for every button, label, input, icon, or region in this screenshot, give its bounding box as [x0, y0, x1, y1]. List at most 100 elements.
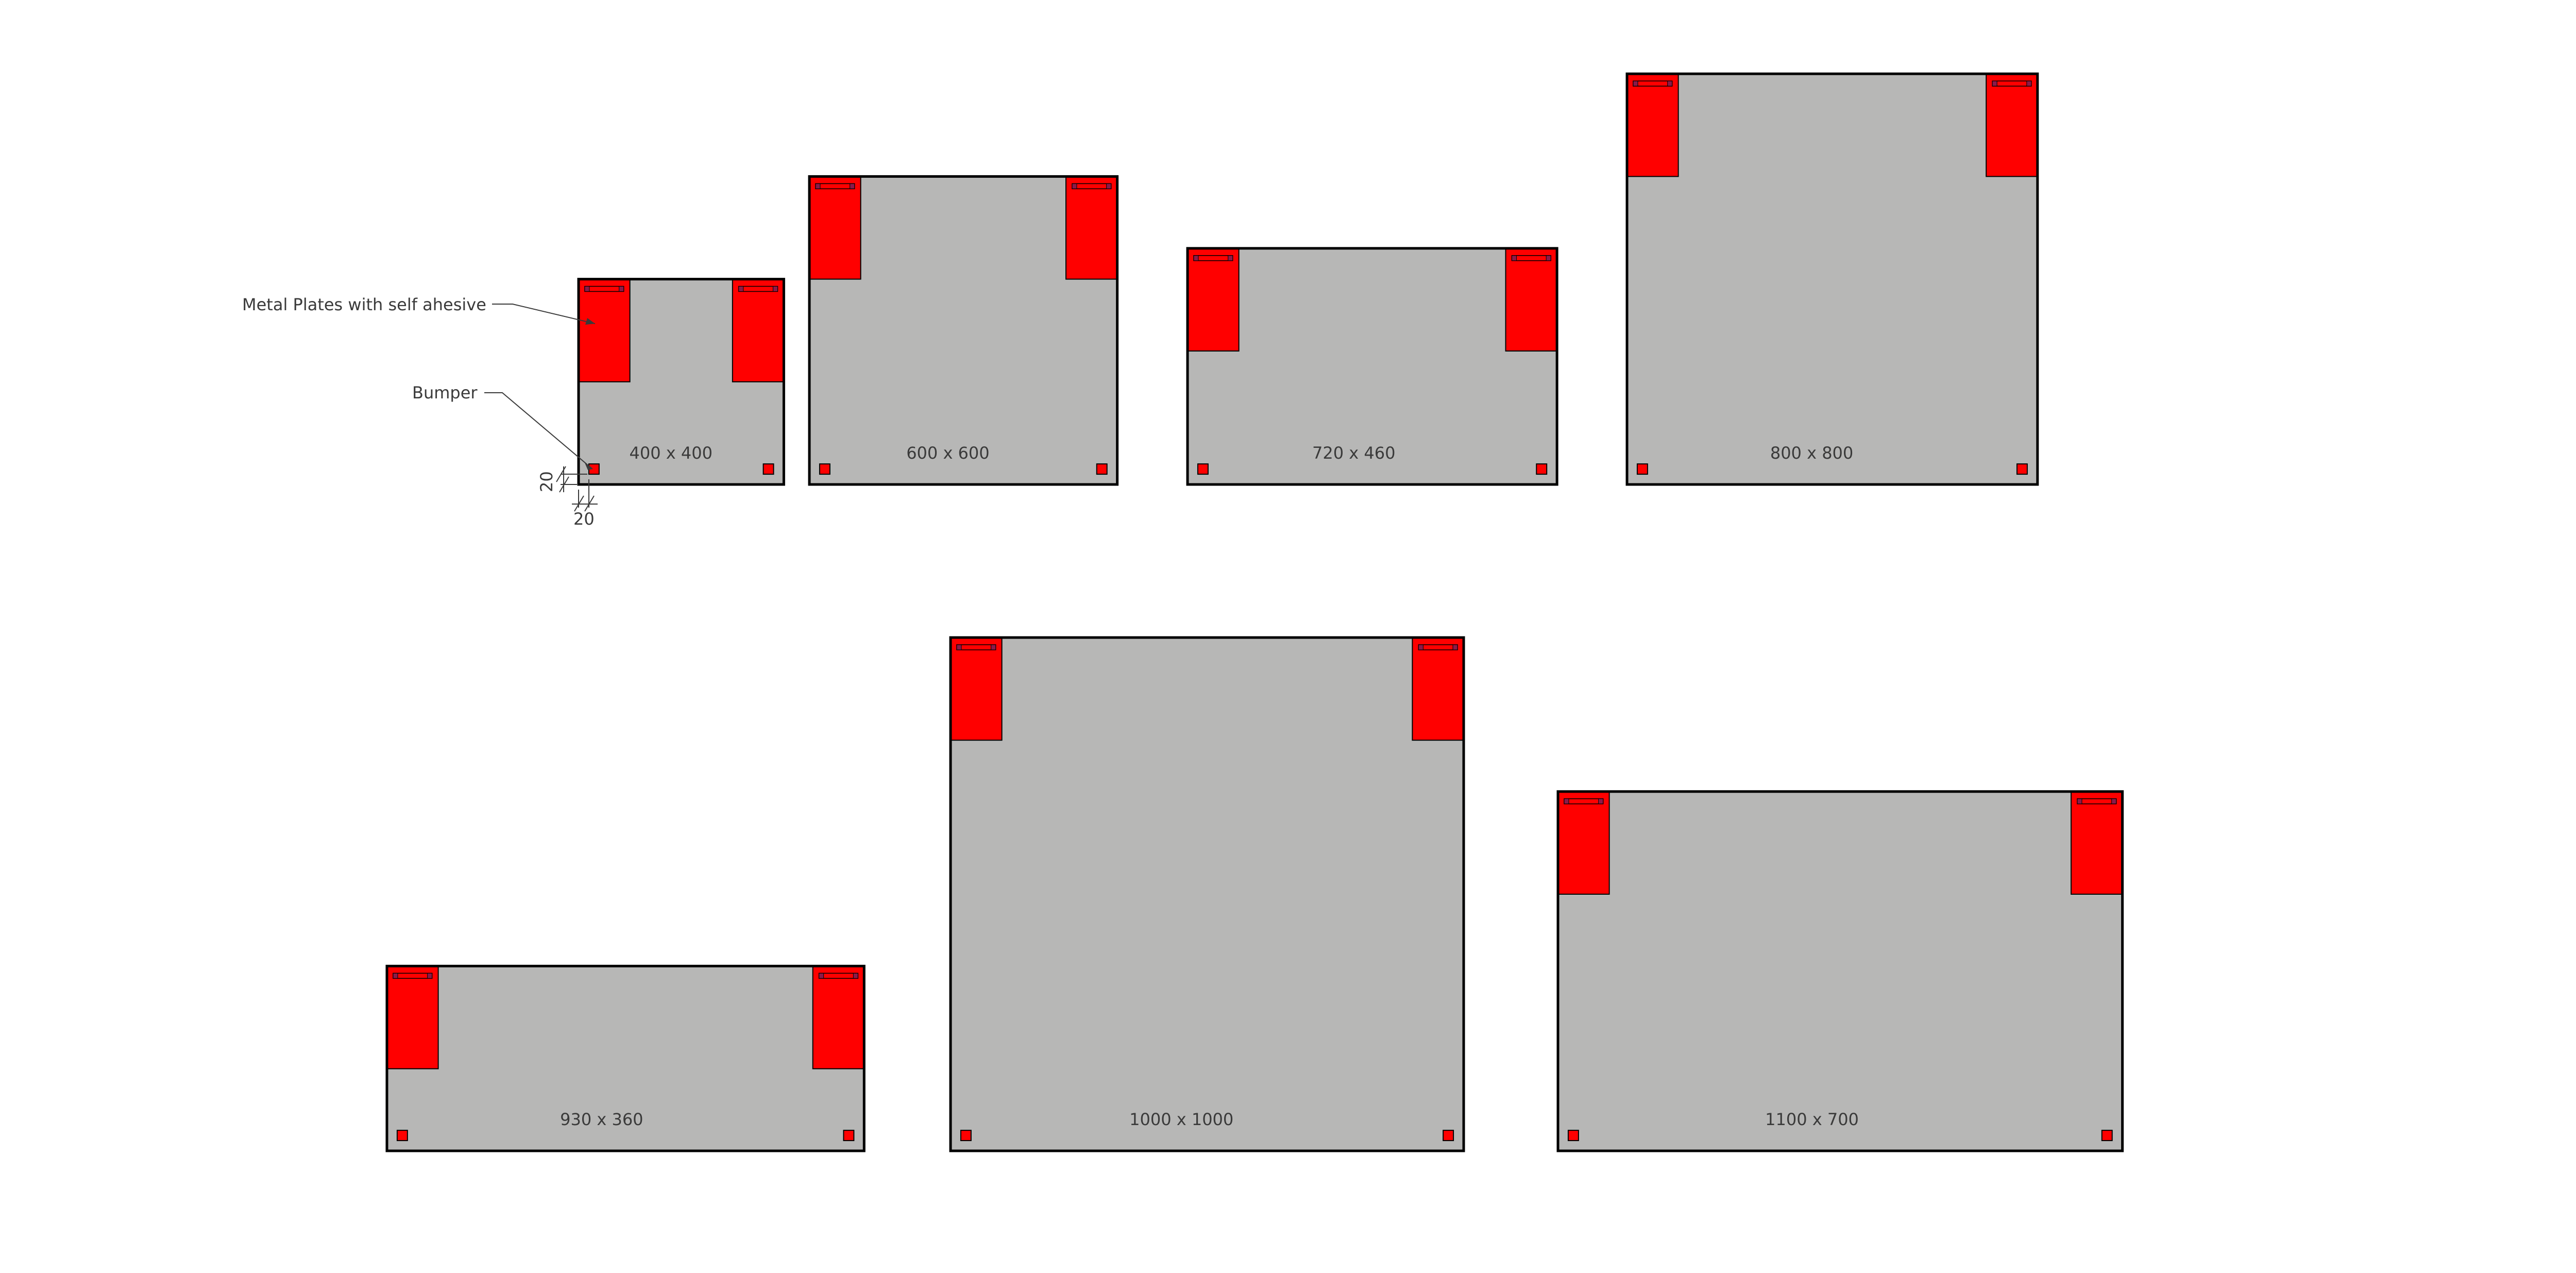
metal-plate-left: [578, 278, 631, 382]
clip-end: [738, 286, 744, 292]
board-size-label: 1000 x 1000: [1129, 1110, 1233, 1129]
clip-end: [393, 973, 398, 979]
clip-end: [2026, 80, 2032, 87]
bumper-right: [2101, 1130, 2113, 1142]
board-outline: [577, 278, 785, 486]
board-outline: [949, 636, 1465, 1152]
metal-plate-left: [1626, 73, 1679, 177]
board-size-label: 400 x 400: [630, 443, 713, 463]
clip-end: [619, 286, 624, 292]
clip-end: [853, 973, 858, 979]
clip-icon: [393, 973, 433, 979]
dimension-horizontal-value: 20: [573, 509, 595, 529]
clip-end: [850, 183, 855, 189]
metal-plate-right: [1065, 176, 1118, 280]
plates-callout: Metal Plates with self ahesive: [242, 295, 596, 325]
clip-icon: [818, 973, 859, 979]
bumper-callout: Bumper: [412, 383, 593, 470]
dimension-vertical-value: 20: [537, 471, 556, 492]
clip-end: [2077, 798, 2082, 805]
clip-icon: [815, 183, 855, 190]
clip-end: [1418, 644, 1423, 650]
board-surface: [1627, 74, 2038, 484]
board-surface: [1188, 248, 1557, 484]
board-outline: [385, 964, 866, 1152]
clip-icon: [956, 644, 996, 650]
metal-plate-left: [809, 176, 861, 280]
clip-icon: [1072, 183, 1112, 190]
board-outline: [808, 175, 1119, 486]
board: 400 x 400: [577, 278, 785, 486]
board-size-label: 1100 x 700: [1765, 1110, 1859, 1129]
bumper-left: [1567, 1130, 1579, 1142]
board-size-label: 600 x 600: [906, 443, 989, 463]
metal-plate-right: [1412, 637, 1464, 741]
bumper-callout-label: Bumper: [412, 383, 478, 403]
board: 800 x 800: [1625, 72, 2039, 486]
metal-plate-right: [2071, 791, 2123, 895]
bumper-left: [1636, 463, 1648, 475]
clip-icon: [1418, 644, 1458, 650]
metal-plate-left: [386, 965, 439, 1069]
clip-end: [1193, 255, 1199, 261]
bumper-left: [1197, 463, 1209, 475]
metal-plate-right: [1986, 73, 2038, 177]
metal-plate-right: [732, 278, 785, 382]
bumper-left: [960, 1130, 972, 1142]
bumper-right: [1096, 463, 1108, 475]
bumper-right: [1443, 1130, 1454, 1142]
board-size-label: 930 x 360: [560, 1110, 643, 1129]
clip-end: [427, 973, 433, 979]
board-surface: [387, 966, 865, 1151]
clip-end: [1452, 644, 1458, 650]
board: 1000 x 1000: [949, 636, 1465, 1152]
bumper-right: [762, 463, 774, 475]
plates-leader-line: [492, 304, 596, 324]
board-size-label: 720 x 460: [1312, 443, 1395, 463]
boards-layer: 400 x 400 600 x 600 720 x 460 800 x 800 930 …: [385, 72, 2124, 1152]
board: 720 x 460: [1186, 247, 1558, 486]
metal-plate-left: [1187, 247, 1240, 352]
bumper-arrowhead-icon: [585, 463, 592, 470]
board-outline: [1556, 790, 2124, 1152]
clip-end: [1633, 80, 1638, 87]
bumper-leader-line: [484, 392, 593, 470]
board: 930 x 360: [385, 964, 866, 1152]
board-surface: [1558, 791, 2123, 1151]
clip-icon: [1564, 798, 1604, 805]
bumper-left: [396, 1130, 408, 1142]
clip-icon: [1992, 80, 2032, 87]
clip-icon: [584, 286, 624, 292]
clip-icon: [738, 286, 778, 292]
board-outline: [1625, 72, 2039, 486]
metal-plate-left: [950, 637, 1003, 741]
clip-end: [819, 973, 824, 979]
clip-end: [1992, 80, 1997, 87]
clip-end: [956, 644, 962, 650]
clip-end: [1511, 255, 1517, 261]
bumper-right: [1536, 463, 1548, 475]
bumper-right: [843, 1130, 855, 1142]
bumper-right: [2016, 463, 2028, 475]
clip-end: [1072, 183, 1077, 189]
clip-end: [772, 286, 778, 292]
board: 1100 x 700: [1556, 790, 2124, 1152]
clip-icon: [1193, 255, 1233, 261]
clip-icon: [2077, 798, 2117, 805]
metal-plate-left: [1557, 791, 1610, 895]
board: 600 x 600: [808, 175, 1119, 486]
clip-end: [815, 183, 821, 189]
metal-plate-right: [812, 965, 865, 1069]
clip-icon: [1511, 255, 1551, 261]
clip-end: [584, 286, 590, 292]
clip-end: [1546, 255, 1551, 261]
clip-end: [991, 644, 996, 650]
clip-end: [1564, 798, 1569, 805]
bumper-left: [819, 463, 831, 475]
clip-end: [1228, 255, 1233, 261]
board-size-label: 800 x 800: [1770, 443, 1853, 463]
clip-end: [1667, 80, 1673, 87]
bumper-offset-dimension: [556, 466, 598, 512]
board-outline: [1186, 247, 1558, 486]
